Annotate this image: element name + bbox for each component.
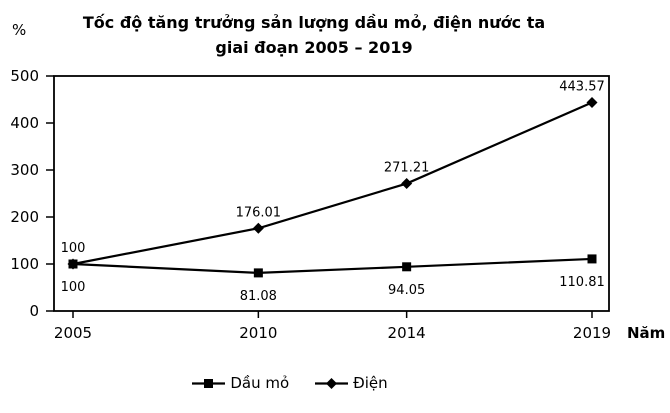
- diamond-marker-icon: [401, 178, 413, 190]
- y-tick-label: 300: [10, 161, 39, 179]
- data-label: 176.01: [236, 205, 282, 220]
- y-tick-label: 400: [10, 114, 39, 132]
- data-label: 81.08: [240, 289, 277, 304]
- y-axis-unit-label: %: [12, 21, 27, 39]
- legend-item-dau-mo: Dầu mỏ: [192, 374, 289, 392]
- chart-title: Tốc độ tăng trưởng sản lượng dầu mỏ, điệ…: [0, 10, 628, 60]
- y-tick-label: 100: [10, 255, 39, 273]
- x-axis-title: Năm: [627, 324, 665, 342]
- legend-label-dien: Điện: [353, 374, 388, 392]
- square-marker-icon: [68, 259, 78, 269]
- data-label: 100: [61, 241, 86, 256]
- square-marker-icon: [587, 254, 597, 264]
- plot-frame: [53, 75, 610, 312]
- chart-title-line1: Tốc độ tăng trưởng sản lượng dầu mỏ, điệ…: [82, 13, 546, 32]
- diamond-marker-icon: [252, 222, 264, 234]
- square-marker-icon: [253, 268, 263, 278]
- legend-label-dau-mo: Dầu mỏ: [230, 374, 290, 392]
- legend-item-dien: Điện: [315, 374, 388, 392]
- square-marker-icon: [192, 378, 226, 388]
- data-label: 443.57: [559, 80, 605, 95]
- data-label: 100: [61, 280, 86, 295]
- series-line-0: [72, 257, 593, 274]
- diamond-marker-icon: [315, 377, 349, 389]
- square-marker-icon: [402, 262, 412, 272]
- data-label: 271.21: [384, 161, 430, 176]
- chart-title-line2: giai đoạn 2005 – 2019: [215, 38, 413, 57]
- chart-legend: Dầu mỏ Điện: [0, 374, 580, 392]
- x-tick-label: 2010: [239, 324, 277, 342]
- data-label: 110.81: [559, 275, 605, 290]
- y-tick-label: 0: [29, 302, 39, 320]
- x-tick-label: 2014: [388, 324, 426, 342]
- x-tick-label: 2005: [54, 324, 92, 342]
- data-label: 94.05: [388, 283, 425, 298]
- series-line-1: [72, 101, 593, 266]
- y-tick-label: 500: [10, 67, 39, 85]
- x-tick-label: 2019: [573, 324, 611, 342]
- diamond-marker-icon: [586, 97, 598, 109]
- y-tick-label: 200: [10, 208, 39, 226]
